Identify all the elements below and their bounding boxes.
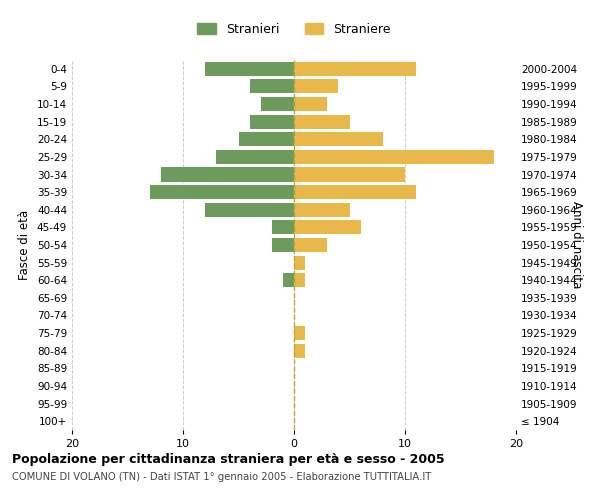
Bar: [205, 202, 294, 217]
Bar: [294, 62, 416, 76]
Bar: [294, 238, 328, 252]
Bar: [161, 168, 294, 181]
Y-axis label: Fasce di età: Fasce di età: [19, 210, 31, 280]
Bar: [294, 132, 383, 146]
Bar: [260, 97, 294, 111]
Y-axis label: Anni di nascita: Anni di nascita: [570, 202, 583, 288]
Text: COMUNE DI VOLANO (TN) - Dati ISTAT 1° gennaio 2005 - Elaborazione TUTTITALIA.IT: COMUNE DI VOLANO (TN) - Dati ISTAT 1° ge…: [12, 472, 431, 482]
Bar: [294, 97, 328, 111]
Bar: [150, 185, 294, 199]
Bar: [294, 326, 305, 340]
Bar: [294, 202, 349, 217]
Text: Popolazione per cittadinanza straniera per età e sesso - 2005: Popolazione per cittadinanza straniera p…: [12, 452, 445, 466]
Bar: [294, 150, 494, 164]
Bar: [294, 256, 305, 270]
Bar: [250, 114, 294, 128]
Bar: [294, 168, 405, 181]
Bar: [294, 114, 349, 128]
Bar: [272, 238, 294, 252]
Bar: [205, 62, 294, 76]
Bar: [250, 80, 294, 94]
Bar: [294, 344, 305, 358]
Bar: [294, 220, 361, 234]
Bar: [294, 185, 416, 199]
Bar: [294, 273, 305, 287]
Bar: [239, 132, 294, 146]
Bar: [216, 150, 294, 164]
Legend: Stranieri, Straniere: Stranieri, Straniere: [192, 18, 396, 41]
Bar: [294, 80, 338, 94]
Bar: [272, 220, 294, 234]
Bar: [283, 273, 294, 287]
